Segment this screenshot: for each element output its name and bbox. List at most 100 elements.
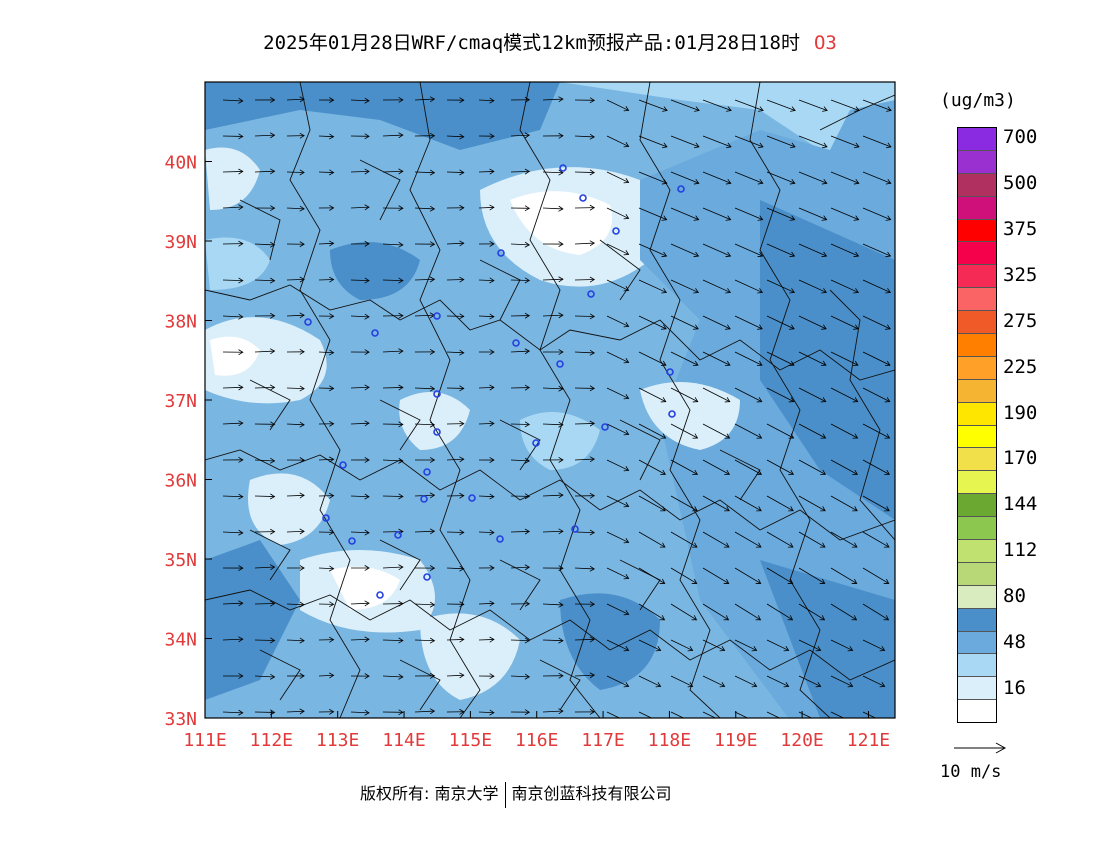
colorbar-label: 48 xyxy=(1003,630,1026,653)
wind-arrow xyxy=(478,313,495,320)
wind-arrow xyxy=(414,96,436,103)
wind-arrow xyxy=(414,276,436,283)
wind-arrow xyxy=(606,639,630,652)
colorbar-segment xyxy=(958,173,996,197)
wind-arrow xyxy=(574,636,596,643)
wind-arrow xyxy=(702,279,732,294)
wind-arrow xyxy=(478,529,495,536)
wind-arrow xyxy=(702,315,731,330)
wind-arrow xyxy=(350,636,370,643)
wind-arrow xyxy=(734,603,762,621)
wind-arrow xyxy=(478,168,495,175)
wind-arrow xyxy=(798,531,826,548)
wind-arrow xyxy=(862,639,886,652)
wind-arrow xyxy=(510,564,531,571)
wind-arrow xyxy=(510,96,531,103)
wind-arrow xyxy=(286,421,305,428)
wind-arrow xyxy=(862,279,892,294)
wind-arrow xyxy=(862,207,892,221)
wind-arrow xyxy=(670,711,685,718)
wind-arrow xyxy=(638,99,668,112)
wind-arrow xyxy=(766,711,781,718)
wind-arrow xyxy=(638,603,666,621)
wind-arrow xyxy=(542,132,564,139)
wind-arrow xyxy=(670,387,699,403)
longitude-axis: 111E 112E 113E 114E 115E 116E 117E 118E 119E 120E… xyxy=(183,711,890,751)
lon-tick-label: 112E xyxy=(250,730,293,751)
wind-arrow xyxy=(318,313,335,320)
wind-arrow xyxy=(478,420,495,427)
wind-arrow xyxy=(734,567,762,584)
wind-arrow xyxy=(830,351,859,367)
wind-arrow xyxy=(574,420,596,427)
wind-arrow xyxy=(478,673,495,680)
wind-reference-label: 10 m/s xyxy=(940,762,1002,782)
wind-arrow xyxy=(542,528,564,535)
wind-arrow xyxy=(254,637,276,644)
wind-arrow xyxy=(510,168,531,175)
wind-arrow xyxy=(702,603,730,621)
city-station-marker xyxy=(304,318,312,326)
wind-arrow xyxy=(318,276,335,283)
city-station-marker xyxy=(371,329,379,337)
wind-arrow xyxy=(862,423,891,439)
wind-arrow xyxy=(318,420,335,427)
city-station-marker xyxy=(420,495,428,503)
wind-arrow xyxy=(542,385,564,392)
colorbar-segment xyxy=(958,196,996,220)
wind-reference-arrow-icon xyxy=(954,742,1007,754)
wind-arrow xyxy=(798,675,822,688)
wind-arrow xyxy=(414,672,436,679)
wind-arrow xyxy=(446,349,465,356)
wind-arrow xyxy=(734,423,763,439)
wind-arrow xyxy=(638,711,653,718)
wind-arrow xyxy=(798,567,826,584)
lon-tick-label: 120E xyxy=(780,730,823,751)
colorbar-unit: (ug/m3) xyxy=(940,90,1016,111)
wind-arrow xyxy=(638,171,668,185)
org-chuanglan: 南京创蓝科技有限公司 xyxy=(511,784,672,803)
copyright-separator xyxy=(504,781,506,808)
wind-arrow xyxy=(446,420,465,427)
title-text: 2025年01月28日WRF/cmaq模式12km预报产品:01月28日18时 xyxy=(263,32,800,54)
wind-arrow xyxy=(382,312,404,319)
city-station-marker xyxy=(556,360,564,368)
wind-arrow xyxy=(382,493,404,500)
wind-arrow xyxy=(318,456,335,463)
wind-arrow xyxy=(766,243,796,258)
wind-arrow xyxy=(830,639,854,652)
lon-tick-label: 115E xyxy=(449,730,492,751)
wind-arrow xyxy=(702,423,731,439)
wind-arrow xyxy=(798,207,828,221)
city-station-marker xyxy=(512,339,520,347)
wind-arrow xyxy=(350,349,370,356)
wind-arrow xyxy=(798,315,827,330)
colorbar-segment xyxy=(958,128,996,151)
wind-arrow xyxy=(574,492,596,499)
colorbar-label: 170 xyxy=(1003,447,1038,470)
wind-arrow xyxy=(222,240,244,247)
wind-arrow xyxy=(798,603,826,621)
wind-arrow xyxy=(478,204,495,211)
wind-arrow xyxy=(542,169,564,176)
wind-arrow xyxy=(254,564,276,571)
wind-arrow xyxy=(798,459,827,475)
wind-arrow xyxy=(606,531,630,544)
colorbar-segment xyxy=(958,150,996,174)
wind-arrow xyxy=(734,495,762,512)
wind-arrow xyxy=(670,531,698,548)
wind-arrow xyxy=(414,169,436,176)
wind-arrow xyxy=(414,565,436,571)
wind-arrow xyxy=(382,96,404,103)
wind-arrow xyxy=(574,349,596,356)
wind-arrow xyxy=(766,675,790,688)
wind-arrow xyxy=(574,708,596,715)
wind-arrow xyxy=(446,708,465,715)
wind-arrow xyxy=(286,132,305,139)
wind-arrow xyxy=(638,243,668,258)
wind-arrow xyxy=(574,133,596,140)
wind-arrow xyxy=(510,348,531,355)
wind-arrow xyxy=(254,348,276,355)
wind-arrow xyxy=(798,135,828,149)
wind-arrow xyxy=(222,133,244,140)
